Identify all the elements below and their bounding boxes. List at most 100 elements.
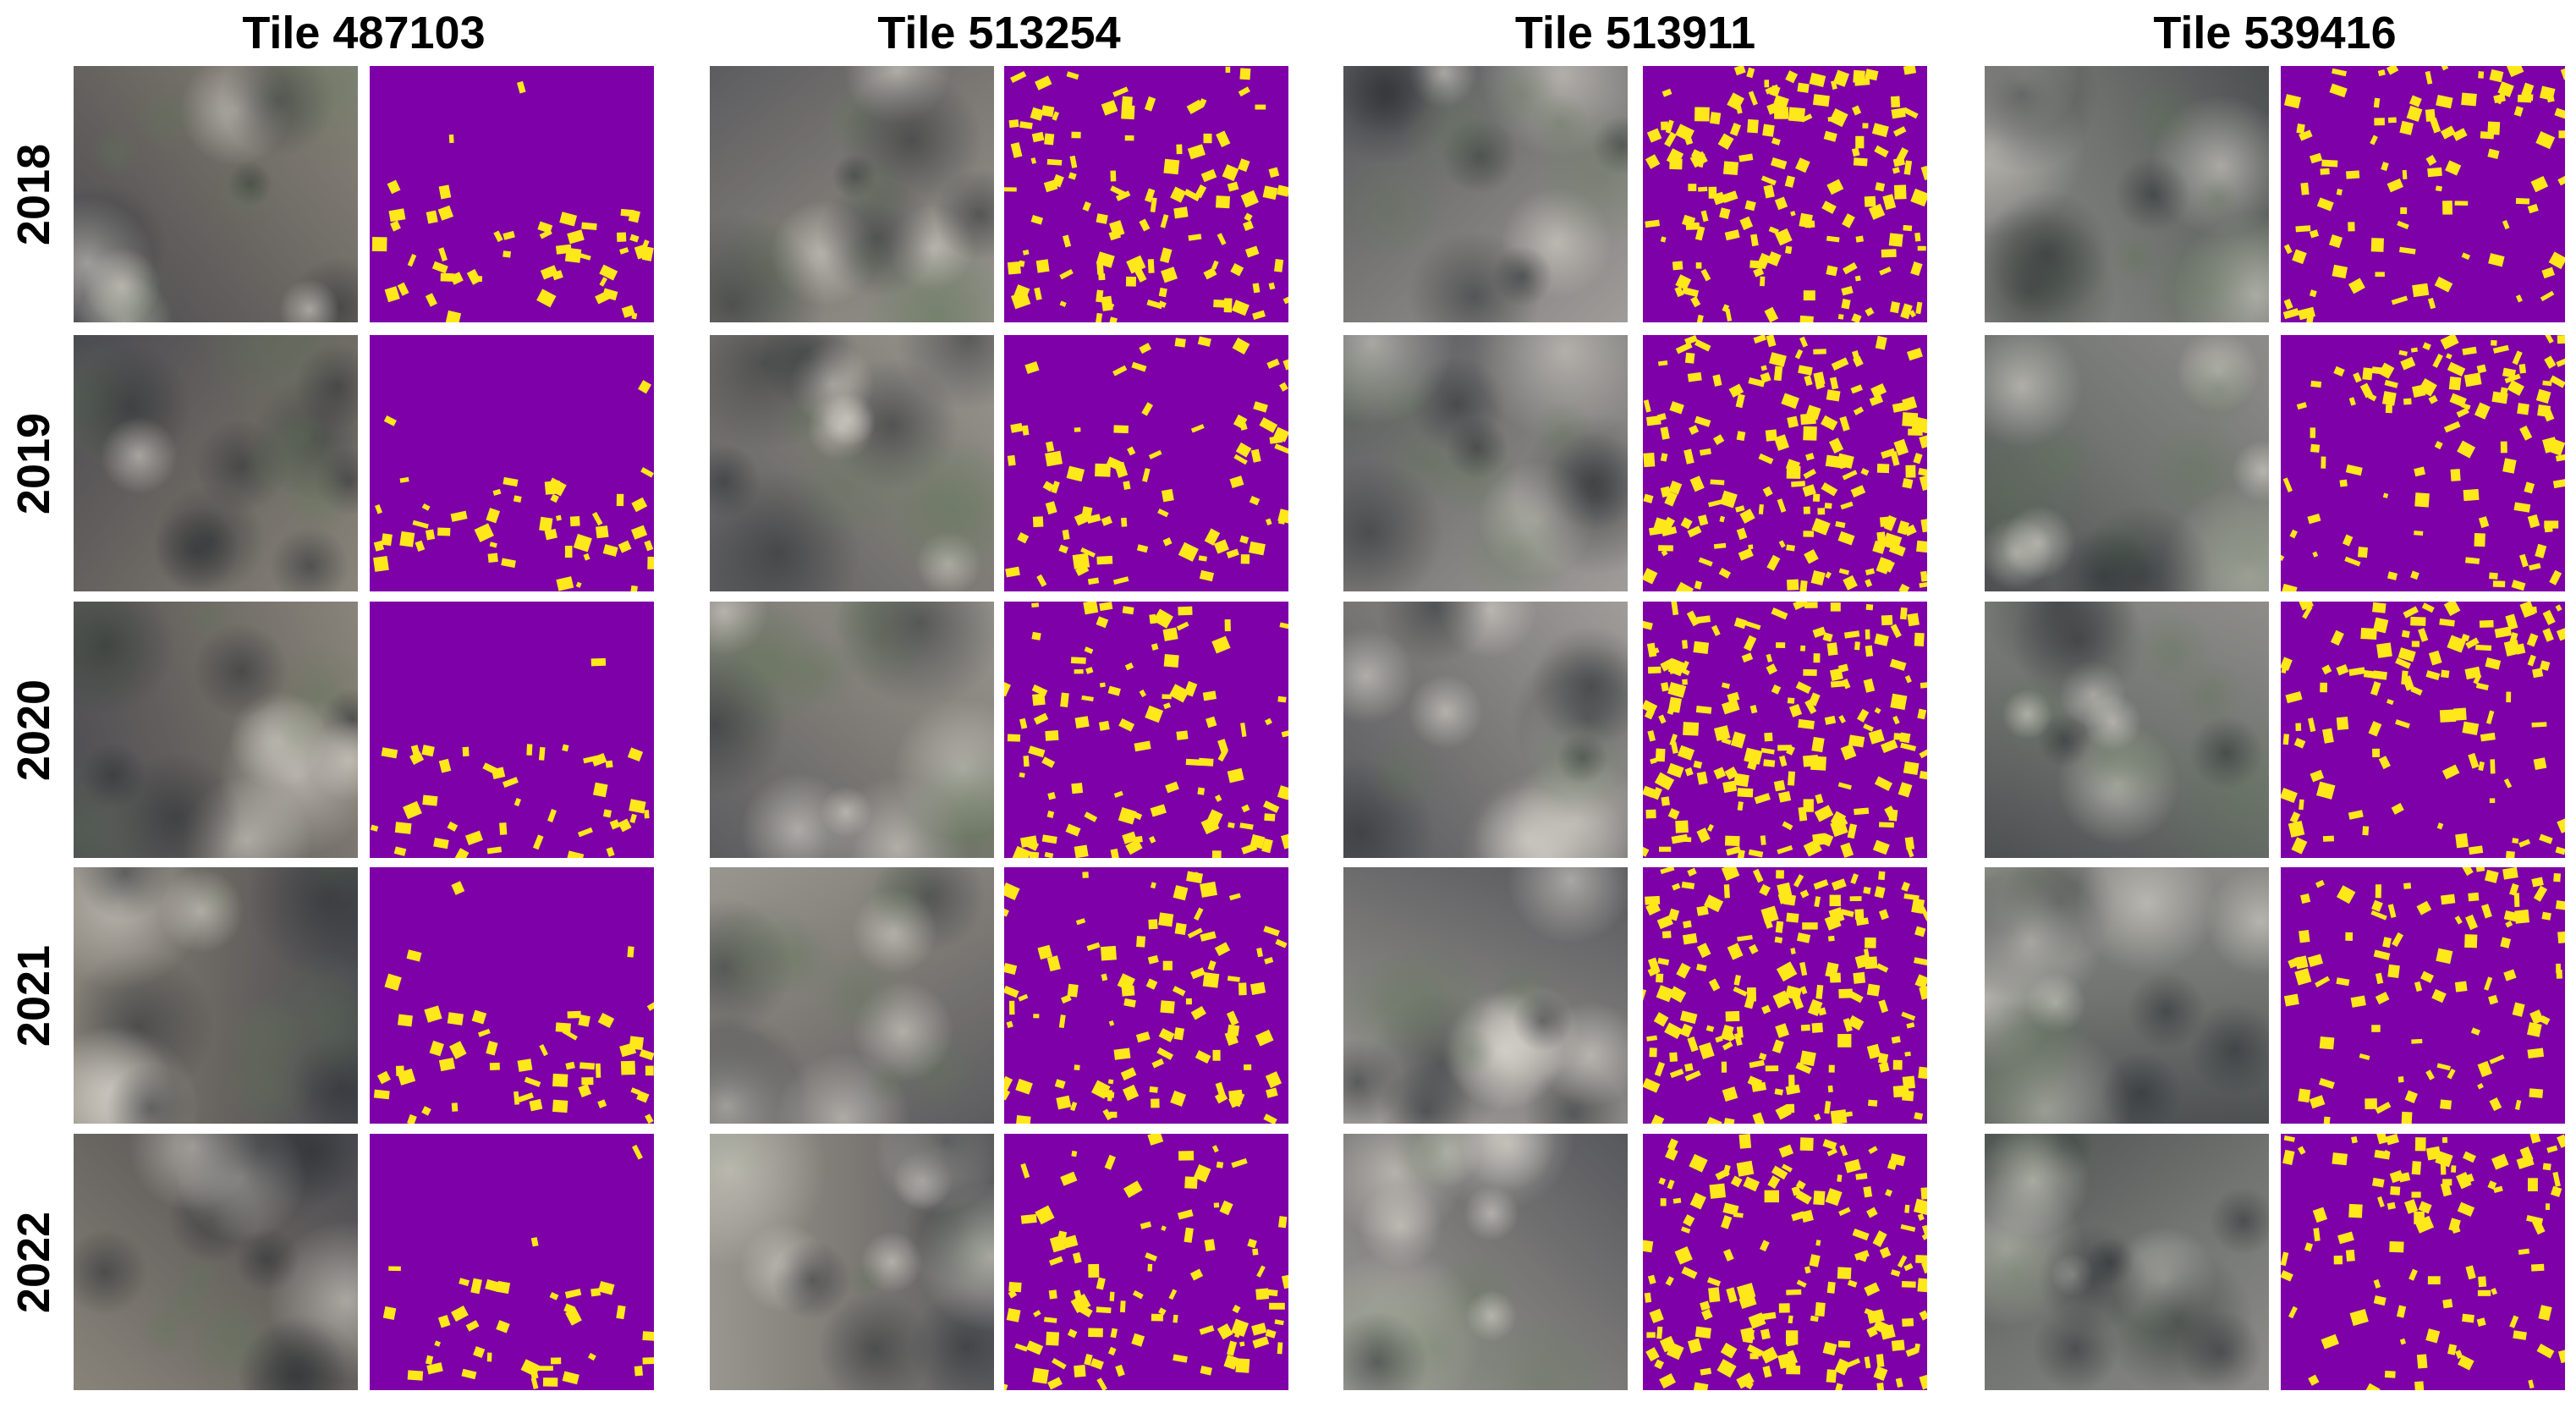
field-patch (1880, 1324, 1896, 1340)
field-patch (2402, 169, 2408, 179)
field-patch (1071, 783, 1084, 794)
field-patch (583, 553, 590, 561)
field-patch (2512, 838, 2519, 844)
field-patch (1693, 1382, 1709, 1390)
field-patch (1657, 360, 1668, 366)
field-patch (1741, 652, 1754, 663)
field-patch (1892, 1059, 1903, 1070)
field-patch (1719, 207, 1731, 220)
field-patch (459, 1278, 470, 1287)
field-patch (425, 293, 437, 307)
field-patch (2509, 882, 2519, 896)
field-patch (1795, 157, 1810, 173)
field-patch (2403, 882, 2412, 889)
field-patch (1809, 1254, 1821, 1267)
field-patch (1835, 520, 1846, 529)
field-patch (475, 275, 483, 283)
field-patch (1048, 1289, 1057, 1300)
field-patch (1706, 823, 1714, 833)
field-patch (1149, 836, 1156, 844)
field-patch (2289, 529, 2298, 539)
field-patch (1760, 175, 1777, 186)
field-patch (1881, 448, 1896, 459)
field-patch (1914, 1112, 1924, 1120)
field-patch (1139, 218, 1151, 232)
field-patch (1682, 287, 1700, 298)
field-patch (1223, 298, 1233, 313)
field-patch (1800, 1209, 1814, 1223)
field-patch (647, 556, 654, 569)
field-patch (1098, 273, 1106, 281)
field-patch (2345, 464, 2363, 476)
field-patch (1726, 1287, 1738, 1303)
field-patch (2316, 197, 2334, 212)
field-patch (2295, 723, 2302, 732)
field-patch (1838, 568, 1849, 575)
field-patch (1837, 1267, 1852, 1279)
field-patch (2484, 869, 2499, 883)
field-patch (2348, 278, 2365, 294)
field-patch (1881, 249, 1897, 258)
field-patch (530, 1377, 539, 1389)
field-patch (1786, 1289, 1802, 1295)
field-patch (503, 230, 515, 240)
field-patch (2488, 253, 2505, 267)
field-patch (1052, 173, 1064, 188)
field-patch (629, 234, 640, 243)
field-patch (1223, 1354, 1239, 1370)
field-patch (2533, 757, 2547, 771)
mask-image (2281, 602, 2565, 858)
field-patch (1694, 107, 1710, 122)
field-patch (638, 380, 652, 394)
field-patch (1765, 920, 1773, 929)
field-patch (1132, 1289, 1144, 1300)
field-patch (1069, 1101, 1078, 1112)
field-patch (2387, 698, 2394, 706)
field-patch (2461, 252, 2471, 261)
year-label: 2021 (0, 867, 68, 1124)
field-patch (1004, 681, 1011, 697)
field-patch (1121, 985, 1135, 997)
field-patch (2391, 802, 2404, 815)
field-patch (1151, 1058, 1165, 1069)
field-patch (1202, 972, 1220, 988)
field-patch (1804, 602, 1818, 608)
field-patch (1889, 301, 1901, 314)
field-patch (406, 949, 422, 962)
field-patch (2549, 569, 2562, 586)
field-patch (1758, 1053, 1767, 1061)
field-patch (1837, 782, 1852, 790)
field-patch (1241, 804, 1250, 813)
field-patch (1804, 1266, 1811, 1274)
mask-svg (1643, 1134, 1927, 1390)
field-patch (1074, 564, 1090, 576)
field-patch (2502, 458, 2517, 474)
field-patch (2385, 1134, 2399, 1146)
field-patch (461, 1368, 477, 1380)
field-patch (1213, 1202, 1220, 1208)
field-patch (1244, 1064, 1252, 1070)
field-patch (1785, 1084, 1801, 1096)
field-patch (2454, 201, 2469, 206)
field-patch (437, 205, 453, 221)
field-patch (1696, 314, 1704, 322)
field-patch (1206, 716, 1217, 728)
field-patch (1786, 912, 1799, 923)
field-patch (1251, 1322, 1267, 1336)
field-patch (517, 1058, 533, 1072)
field-patch (2376, 1134, 2388, 1145)
field-patch (2425, 1069, 2435, 1080)
field-patch (1695, 262, 1702, 269)
field-patch (1843, 575, 1858, 591)
field-patch (2540, 290, 2555, 302)
field-patch (1135, 836, 1143, 844)
field-patch (2321, 664, 2332, 675)
field-patch (1110, 1328, 1118, 1339)
field-patch (1787, 697, 1795, 704)
field-patch (1758, 503, 1764, 514)
field-patch (1786, 465, 1801, 479)
field-patch (1737, 849, 1745, 858)
field-patch (1700, 1367, 1712, 1376)
field-patch (1096, 261, 1104, 275)
field-patch (1795, 1179, 1806, 1190)
